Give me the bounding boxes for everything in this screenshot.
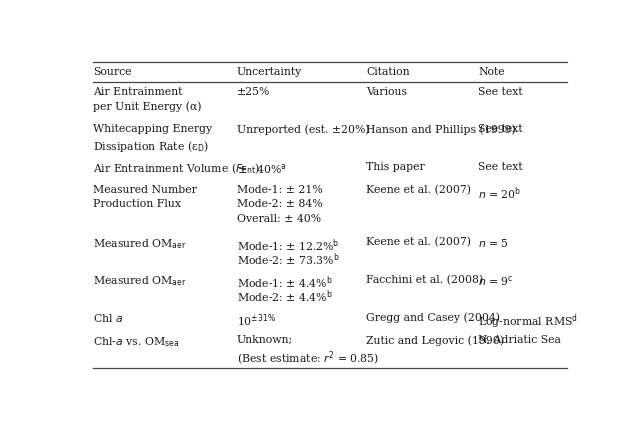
Text: Keene et al. (2007): Keene et al. (2007) — [367, 185, 471, 195]
Text: Chl $a$: Chl $a$ — [92, 312, 123, 324]
Text: Hanson and Phillips (1999): Hanson and Phillips (1999) — [367, 124, 516, 135]
Text: per Unit Energy (α): per Unit Energy (α) — [92, 101, 201, 111]
Text: Various: Various — [367, 87, 407, 97]
Text: Mode-2: ± 84%: Mode-2: ± 84% — [237, 199, 322, 209]
Text: Measured OM$_\mathrm{aer}$: Measured OM$_\mathrm{aer}$ — [92, 237, 186, 251]
Text: Whitecapping Energy: Whitecapping Energy — [92, 124, 212, 134]
Text: Facchini et al. (2008): Facchini et al. (2008) — [367, 274, 483, 285]
Text: See text: See text — [478, 87, 523, 97]
Text: Unknown;: Unknown; — [237, 335, 293, 345]
Text: Mode-2: ± 4.4%$^\mathrm{b}$: Mode-2: ± 4.4%$^\mathrm{b}$ — [237, 289, 333, 306]
Text: Measured Number: Measured Number — [92, 185, 196, 195]
Text: N. Adriatic Sea: N. Adriatic Sea — [478, 335, 561, 345]
Text: Note: Note — [478, 67, 505, 77]
Text: Gregg and Casey (2004): Gregg and Casey (2004) — [367, 312, 500, 323]
Text: Uncertainty: Uncertainty — [237, 67, 302, 77]
Text: Citation: Citation — [367, 67, 410, 77]
Text: Production Flux: Production Flux — [92, 199, 180, 209]
Text: Source: Source — [92, 67, 131, 77]
Text: (Best estimate: $r^2$ = 0.85): (Best estimate: $r^2$ = 0.85) — [237, 350, 379, 368]
Text: Overall: ± 40%: Overall: ± 40% — [237, 214, 321, 224]
Text: Mode-1: ± 4.4%$^\mathrm{b}$: Mode-1: ± 4.4%$^\mathrm{b}$ — [237, 274, 333, 291]
Text: See text: See text — [478, 124, 523, 134]
Text: Dissipation Rate (ε$_\mathrm{D}$): Dissipation Rate (ε$_\mathrm{D}$) — [92, 138, 208, 154]
Text: Keene et al. (2007): Keene et al. (2007) — [367, 237, 471, 247]
Text: $n$ = 20$^\mathrm{b}$: $n$ = 20$^\mathrm{b}$ — [478, 185, 522, 202]
Text: Unreported (est. ±20%): Unreported (est. ±20%) — [237, 124, 370, 135]
Text: $n$ = 5: $n$ = 5 — [478, 237, 509, 249]
Text: ±   40%$^\mathrm{a}$: ± 40%$^\mathrm{a}$ — [237, 162, 287, 176]
Text: Mode-1: ± 12.2%$^\mathrm{b}$: Mode-1: ± 12.2%$^\mathrm{b}$ — [237, 237, 339, 254]
Text: Air Entrainment Volume ($F_\mathrm{Ent}$): Air Entrainment Volume ($F_\mathrm{Ent}$… — [92, 162, 260, 176]
Text: Chl-$a$ vs. OM$_\mathrm{sea}$: Chl-$a$ vs. OM$_\mathrm{sea}$ — [92, 335, 178, 349]
Text: This paper: This paper — [367, 162, 425, 172]
Text: Mode-1: ± 21%: Mode-1: ± 21% — [237, 185, 323, 195]
Text: See text: See text — [478, 162, 523, 172]
Text: Air Entrainment: Air Entrainment — [92, 87, 182, 97]
Text: Zutic and Legovic (1990): Zutic and Legovic (1990) — [367, 335, 505, 346]
Text: Log-normal RMS$^\mathrm{d}$: Log-normal RMS$^\mathrm{d}$ — [478, 312, 578, 331]
Text: ±25%: ±25% — [237, 87, 270, 97]
Text: Measured OM$_\mathrm{aer}$: Measured OM$_\mathrm{aer}$ — [92, 274, 186, 288]
Text: $n$ = 9$^\mathrm{c}$: $n$ = 9$^\mathrm{c}$ — [478, 274, 514, 289]
Text: 10$^{\pm31\%}$: 10$^{\pm31\%}$ — [237, 312, 275, 329]
Text: Mode-2: ± 73.3%$^\mathrm{b}$: Mode-2: ± 73.3%$^\mathrm{b}$ — [237, 251, 340, 268]
